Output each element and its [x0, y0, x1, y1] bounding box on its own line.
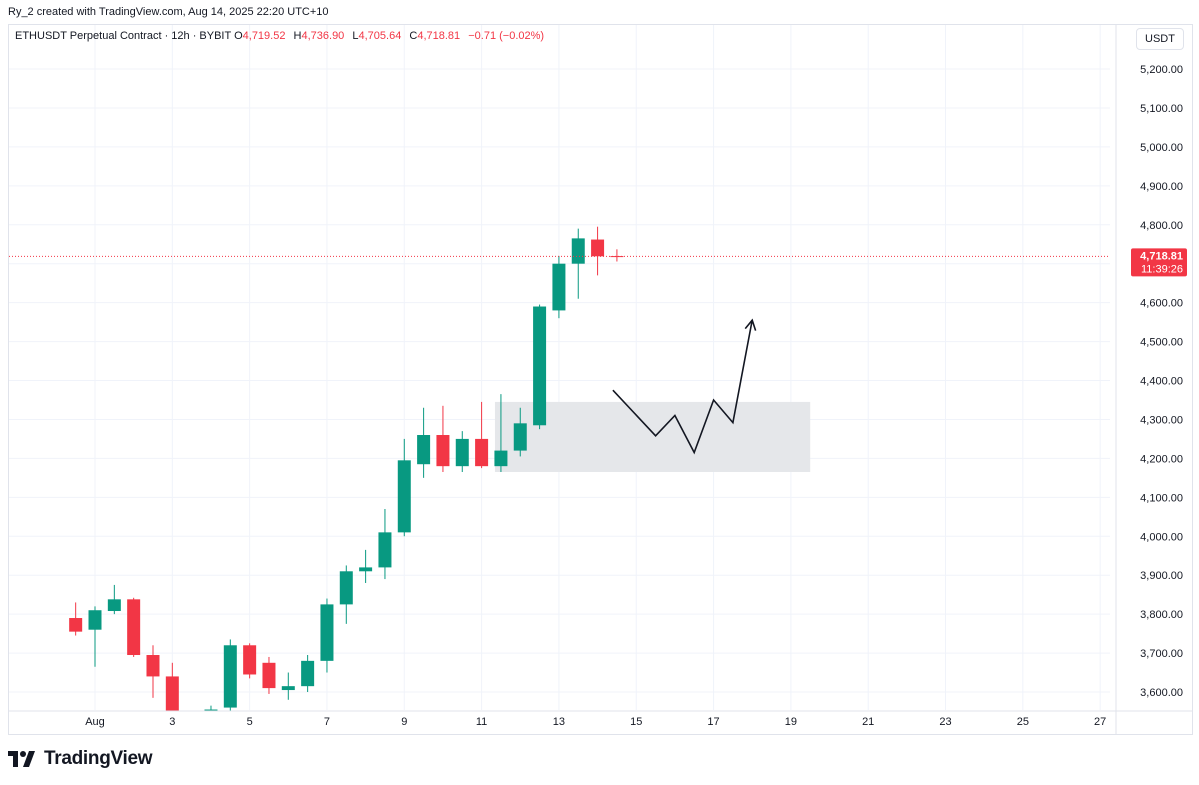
brand[interactable]: TradingView — [8, 748, 153, 770]
candle-body — [591, 239, 605, 257]
candle-body — [69, 618, 83, 632]
close-label: C — [409, 30, 418, 42]
candle-body — [513, 423, 527, 451]
symbol-title[interactable]: ETHUSDT Perpetual Contract · 12h · BYBIT — [15, 30, 232, 42]
candle-body — [455, 438, 469, 467]
projection-path — [612, 319, 753, 455]
y-tick-label: 4,400.00 — [1140, 376, 1183, 388]
candle-body — [533, 306, 547, 426]
x-tick-label: 27 — [1094, 716, 1106, 728]
candle-body — [107, 599, 121, 612]
candle-body — [339, 571, 353, 605]
x-tick-label: 9 — [401, 716, 407, 728]
candle-body — [204, 709, 218, 711]
candle-body — [281, 686, 295, 691]
candle-body — [436, 435, 450, 467]
x-tick-label: 21 — [862, 716, 874, 728]
candles-layer — [69, 226, 624, 711]
x-tick-label: Aug — [85, 716, 105, 728]
y-tick-label: 4,600.00 — [1140, 298, 1183, 310]
projection-layer — [612, 318, 757, 455]
brand-name: TradingView — [44, 748, 153, 769]
support-zone-layer — [494, 401, 811, 473]
candle-body — [494, 450, 508, 467]
x-tick-label: 19 — [785, 716, 797, 728]
x-tick-label: 23 — [939, 716, 951, 728]
x-tick-label: 3 — [169, 716, 175, 728]
change-value: −0.71 (−0.02%) — [468, 30, 545, 42]
y-tick-label: 4,500.00 — [1140, 337, 1183, 349]
y-tick-label: 3,700.00 — [1140, 648, 1183, 660]
grid-lines — [9, 25, 1110, 710]
candle-body — [223, 645, 237, 708]
candle-body — [417, 435, 431, 465]
candle-body — [552, 263, 566, 311]
open-label: O — [234, 30, 243, 42]
candle-body — [146, 655, 160, 677]
x-tick-label: 7 — [324, 716, 330, 728]
candle-body — [165, 676, 179, 711]
last-price-label: 4,718.81 — [1140, 250, 1183, 262]
chart-frame — [8, 24, 1193, 735]
candle-body — [262, 662, 276, 689]
y-tick-label: 3,800.00 — [1140, 609, 1183, 621]
close-value: 4,718.81 — [417, 30, 461, 42]
candle-body — [320, 604, 334, 661]
x-tick-label: 15 — [630, 716, 642, 728]
x-tick-label: 5 — [247, 716, 253, 728]
x-tick-label: 11 — [476, 716, 487, 728]
x-tick-label: 25 — [1017, 716, 1029, 728]
y-tick-label: 4,800.00 — [1140, 220, 1183, 232]
chart-legend: ETHUSDT Perpetual Contract · 12h · BYBIT… — [15, 30, 549, 42]
bar-countdown-label: 11:39:26 — [1141, 263, 1183, 275]
projection-arrowhead — [744, 318, 757, 331]
candle-body — [127, 599, 141, 656]
candle-body — [397, 460, 411, 533]
low-label: L — [352, 30, 359, 42]
tradingview-logo-icon — [8, 751, 35, 767]
x-tick-label: 13 — [553, 716, 565, 728]
candle-body — [88, 610, 102, 630]
currency-button[interactable]: USDT — [1136, 28, 1184, 50]
candle-body — [301, 660, 315, 687]
chart-credit: Ry_2 created with TradingView.com, Aug 1… — [8, 6, 329, 18]
y-tick-label: 5,200.00 — [1140, 64, 1183, 76]
last-price-tag — [1131, 248, 1187, 277]
axes-layer: 3,600.00 3,700.00 3,800.00 3,900.00 4,000.00… — [9, 25, 1192, 734]
x-tick-label: 17 — [707, 716, 719, 728]
candle-body — [571, 238, 585, 264]
y-tick-label: 3,600.00 — [1140, 687, 1183, 699]
high-label: H — [293, 30, 302, 42]
high-value: 4,736.90 — [301, 30, 345, 42]
y-tick-label: 4,200.00 — [1140, 453, 1183, 465]
candle-body — [475, 438, 489, 467]
y-tick-label: 5,100.00 — [1140, 103, 1183, 115]
open-value: 4,719.52 — [242, 30, 286, 42]
candle-body — [378, 532, 392, 568]
y-tick-label: 4,300.00 — [1140, 414, 1183, 426]
low-value: 4,705.64 — [358, 30, 402, 42]
y-tick-label: 5,000.00 — [1140, 142, 1183, 154]
support-zone — [494, 401, 811, 473]
candle-body — [243, 645, 257, 675]
y-tick-label: 4,900.00 — [1140, 181, 1183, 193]
y-tick-label: 3,900.00 — [1140, 570, 1183, 582]
candle-body — [610, 256, 624, 258]
y-tick-label: 4,100.00 — [1140, 492, 1183, 504]
candle-body — [359, 567, 373, 572]
y-tick-label: 4,000.00 — [1140, 531, 1183, 543]
